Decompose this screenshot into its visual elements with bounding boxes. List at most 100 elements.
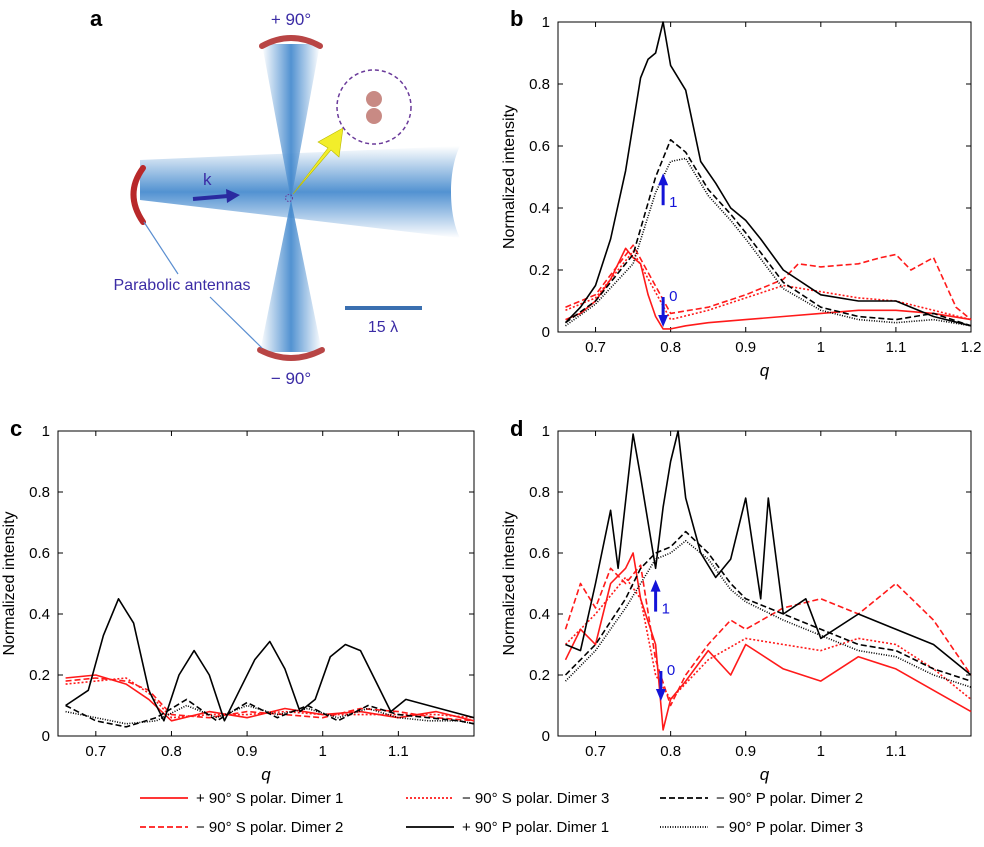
x-axis-label: q [760,765,770,784]
legend: + 90° S polar. Dimer 1 − 90° S polar. Dim… [140,790,863,836]
wavevector-arrow [192,194,229,201]
antenna-leader-left [143,221,179,275]
legend-label-90-s-polar-dimer-1: + 90° S polar. Dimer 1 [196,790,343,807]
y-tick-label: 0.6 [29,545,50,562]
y-tick-label: 0.4 [529,606,550,623]
y-tick-label: 0 [542,324,550,341]
y-tick-label: 0.8 [29,484,50,501]
y-axis-label: Normalized intensity [501,105,518,249]
x-tick-label: 0.8 [660,743,681,760]
antenna-bottom [257,347,325,361]
panel-d-chart: d 0.7 0.8 0.9 1 1.1 0 0.2 0.4 0.6 0.8 1 q Normalized… [501,416,972,784]
x-tick-label: 0.8 [660,339,681,356]
annotation-arrowhead-up [650,579,661,592]
series-line-b-90-p-polar-dimer-1 [564,21,972,327]
panel-c-label: c [10,416,22,441]
y-tick-label: 1 [42,423,50,440]
angle-top-label: + 90° [271,10,311,29]
wavevector-arrowhead [226,189,240,203]
legend-label-90-s-polar-dimer-2: − 90° S polar. Dimer 2 [196,819,343,836]
y-tick-label: 0.6 [529,545,550,562]
antenna-leader-bottom [209,296,263,349]
y-tick-label: 0.6 [529,138,550,155]
legend-label-90-p-polar-dimer-3: − 90° P polar. Dimer 3 [716,819,863,836]
y-tick-label: 0.2 [29,667,50,684]
horizontal-beam [140,146,460,238]
panel-a-diagram: a + 90° − 90° k Parabolic antennas 15 λ [90,6,460,388]
scale-bar-label: 15 λ [368,319,398,336]
y-tick-label: 0.4 [529,200,550,217]
antenna-top [259,35,323,49]
series-line-b-90-s-polar-dimer-1 [565,247,972,330]
series-line-c-90-s-polar-dimer-1 [65,674,475,722]
panel-b-chart: b 0.7 0.8 0.9 1 1.1 1.2 0 0.2 0.4 0.6 0.8 1 q Normali… [501,6,981,380]
y-tick-label: 1 [542,14,550,31]
annotation-arrowhead-down [655,689,666,701]
x-tick-label: 1 [817,339,825,356]
legend-label-90-p-polar-dimer-2: − 90° P polar. Dimer 2 [716,790,863,807]
angle-bottom-label: − 90° [271,369,311,388]
y-axis-label: Normalized intensity [1,511,18,655]
x-tick-label: 0.9 [237,743,258,760]
vertical-beam-bottom [260,200,322,352]
x-tick-label: 1.1 [885,339,906,356]
x-tick-label: 0.7 [585,339,606,356]
scatterer-point [285,194,293,202]
plot-frame-b [557,21,972,333]
annotation-label: 0 [667,662,675,679]
x-tick-label: 0.7 [585,743,606,760]
series-line-c-90-s-polar-dimer-2 [65,677,475,722]
x-tick-label: 1 [817,743,825,760]
x-tick-label: 1 [319,743,327,760]
x-axis-label: q [261,765,271,784]
series-line-d-90-s-polar-dimer-2 [564,564,972,707]
dimer-particle-top [366,91,382,107]
antennas-label: Parabolic antennas [114,277,251,294]
annotation-label: 1 [669,194,677,211]
y-tick-label: 0 [42,728,50,745]
x-axis-label: q [760,361,770,380]
series-line-b-90-p-polar-dimer-3 [565,157,972,327]
x-tick-label: 0.7 [85,743,106,760]
antenna-left [130,165,146,225]
series-line-c-90-p-polar-dimer-3 [65,704,475,725]
panel-d-label: d [510,416,523,441]
series-line-d-90-p-polar-dimer-1 [565,430,972,676]
wavevector-label: k [203,170,212,189]
x-tick-label: 0.9 [735,743,756,760]
y-tick-label: 0.4 [29,606,50,623]
series-line-c-90-p-polar-dimer-1 [65,597,475,722]
panel-b-label: b [510,6,523,31]
x-tick-label: 0.9 [735,339,756,356]
series-line-d-90-p-polar-dimer-3 [564,539,972,688]
series-line-c-90-p-polar-dimer-2 [65,698,475,728]
vertical-beam-top [262,44,320,200]
legend-label-90-s-polar-dimer-3: − 90° S polar. Dimer 3 [462,790,609,807]
y-axis-label: Normalized intensity [501,511,518,655]
x-tick-label: 1.1 [388,743,409,760]
annotation-label: 0 [669,288,677,305]
y-tick-label: 0 [542,728,550,745]
panel-a-label: a [90,6,103,31]
zoom-circle [336,69,412,145]
y-tick-label: 1 [542,423,550,440]
plot-frame-c [57,430,475,737]
x-tick-label: 1.1 [885,743,906,760]
x-tick-label: 0.8 [161,743,182,760]
y-tick-label: 0.8 [529,484,550,501]
dimer-particle-bottom [366,108,382,124]
y-tick-label: 0.2 [529,667,550,684]
panel-c-chart: c 0.7 0.8 0.9 1 1.1 0 0.2 0.4 0.6 0.8 1 q Normalized… [1,416,475,784]
annotation-arrowhead-up [658,173,669,186]
legend-label-90-p-polar-dimer-1: + 90° P polar. Dimer 1 [462,819,609,836]
series-line-b-90-s-polar-dimer-3 [565,250,972,321]
y-tick-label: 0.8 [529,76,550,93]
x-tick-label: 1.2 [961,339,982,356]
series-line-b-90-p-polar-dimer-2 [565,139,972,327]
series-line-b-90-s-polar-dimer-2 [565,244,972,321]
annotation-arrowhead-down [658,315,669,327]
annotation-label: 1 [662,601,670,618]
plot-frame-d [557,430,972,737]
